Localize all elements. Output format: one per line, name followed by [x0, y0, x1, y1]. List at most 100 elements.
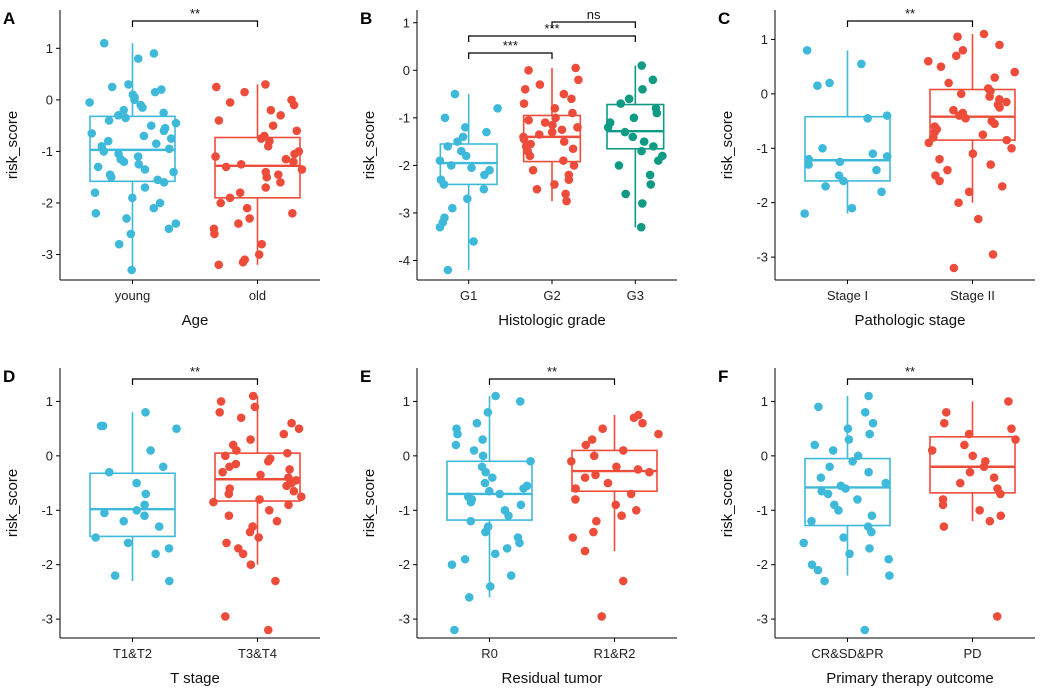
data-point — [283, 448, 292, 458]
y-tick-label: 0 — [46, 448, 53, 463]
data-point — [935, 154, 944, 164]
data-point — [297, 165, 307, 174]
data-point — [257, 239, 266, 249]
data-point — [155, 198, 165, 208]
data-point — [557, 125, 567, 135]
data-point — [119, 516, 129, 526]
data-point — [618, 446, 628, 455]
data-point — [139, 131, 149, 141]
data-point — [825, 78, 834, 88]
data-point — [603, 478, 613, 488]
data-point — [515, 397, 525, 406]
y-axis-title: risk_score — [361, 111, 378, 179]
data-point — [973, 214, 983, 224]
data-point — [992, 612, 1002, 621]
data-point — [123, 538, 133, 548]
significance-bracket: ns — [551, 7, 636, 28]
data-point — [614, 161, 624, 170]
data-point — [978, 130, 988, 139]
data-point — [274, 170, 283, 179]
data-point — [524, 115, 533, 125]
data-point — [868, 149, 878, 159]
significance-bracket: ** — [846, 6, 974, 27]
data-point — [628, 132, 638, 142]
data-point — [87, 129, 97, 138]
data-point — [958, 46, 968, 55]
data-point — [646, 180, 656, 189]
data-point — [263, 141, 273, 151]
data-point — [943, 165, 952, 175]
data-point — [105, 467, 114, 477]
significance-label: *** — [544, 21, 559, 36]
data-point — [140, 165, 150, 174]
data-point — [485, 582, 495, 591]
data-point — [860, 625, 870, 635]
data-point — [1004, 397, 1013, 406]
x-tick-label: T3&T4 — [238, 646, 277, 661]
data-point — [927, 446, 937, 455]
panel-b: B 1 0 -1 -2 -3 -4 risk_score Histologic grade G1 G… — [360, 7, 677, 329]
data-point — [122, 214, 131, 223]
data-point — [587, 435, 597, 444]
data-point — [214, 116, 224, 125]
data-point — [268, 121, 278, 130]
x-tick-label: Stage II — [950, 288, 995, 303]
data-point — [941, 408, 951, 417]
data-point — [209, 497, 218, 507]
data-point — [561, 189, 570, 199]
data-point — [632, 505, 641, 515]
bracket-line — [846, 378, 974, 385]
data-point — [150, 87, 160, 97]
data-point — [954, 198, 963, 207]
y-tick-label: 1 — [761, 32, 768, 47]
data-point — [164, 224, 174, 234]
data-point — [638, 199, 647, 208]
data-point — [1007, 143, 1016, 153]
data-point — [236, 160, 246, 169]
group-old: old — [209, 80, 307, 303]
data-point — [571, 495, 580, 504]
data-point — [493, 104, 502, 113]
data-point — [868, 418, 878, 428]
data-point — [996, 511, 1006, 521]
data-point — [236, 413, 246, 423]
bracket-line — [551, 21, 636, 28]
data-point — [865, 429, 874, 439]
group-pd: PD — [927, 397, 1020, 661]
bracket-line — [131, 378, 259, 385]
data-point — [128, 193, 137, 203]
data-point — [132, 505, 142, 515]
data-point — [276, 178, 285, 187]
data-point — [224, 511, 234, 521]
data-point — [820, 576, 829, 586]
panel-letter: C — [718, 9, 730, 28]
data-point — [648, 75, 658, 85]
data-point — [568, 108, 577, 118]
data-point — [467, 163, 476, 173]
data-point — [480, 478, 490, 488]
data-point — [567, 457, 576, 466]
data-point — [91, 533, 100, 542]
data-point — [989, 473, 999, 482]
data-point — [461, 151, 471, 161]
y-tick-label: -2 — [41, 557, 53, 572]
data-point — [246, 435, 255, 444]
data-point — [834, 505, 843, 515]
data-point — [453, 429, 462, 439]
data-point — [654, 156, 663, 165]
data-point — [448, 203, 457, 213]
data-point — [591, 470, 600, 480]
y-tick-label: 1 — [46, 41, 53, 56]
data-point — [953, 32, 962, 42]
iqr-box — [929, 88, 1016, 141]
significance-bracket: *** — [468, 38, 553, 59]
data-point — [580, 546, 590, 556]
data-point — [126, 229, 136, 239]
data-point — [297, 492, 306, 501]
data-point — [166, 134, 176, 143]
data-point — [263, 625, 273, 635]
x-axis-title: Pathologic stage — [855, 312, 966, 329]
x-tick-label: young — [115, 288, 150, 303]
significance-label: ** — [547, 364, 557, 379]
